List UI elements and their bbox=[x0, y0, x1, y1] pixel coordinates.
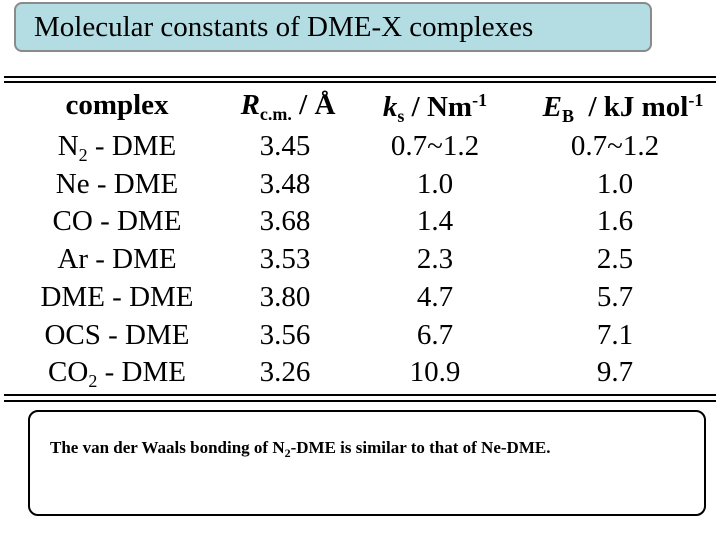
row-r-value: 3.53 bbox=[259, 243, 311, 275]
complex-name-text: Ne - DME bbox=[55, 168, 179, 200]
complex-name-text: DME - DME bbox=[40, 281, 194, 313]
row-ks-value: 4.7 bbox=[416, 281, 454, 313]
table-bottom-rule bbox=[4, 400, 716, 402]
complex-name-suffix: - DME bbox=[87, 130, 177, 162]
row-eb-value: 9.7 bbox=[596, 356, 634, 388]
eb-unit: / kJ mol bbox=[573, 91, 689, 123]
ks-subscript: s bbox=[397, 106, 405, 126]
r-symbol: R bbox=[240, 89, 260, 121]
row-ks-value: 2.3 bbox=[416, 243, 454, 275]
header-eb: EB / kJ mol-1 bbox=[528, 91, 718, 125]
note-text: The van der Waals bonding of N2-DME is s… bbox=[50, 438, 550, 461]
complex-name-suffix: - DME bbox=[97, 356, 186, 388]
row-eb-value: 0.7~1.2 bbox=[570, 130, 660, 162]
note-pre: The van der Waals bonding of N bbox=[50, 438, 285, 457]
complex-name-subscript: 2 bbox=[88, 371, 98, 391]
row-r-value: 3.48 bbox=[259, 168, 311, 200]
complex-name-text: CO bbox=[48, 356, 89, 388]
row-complex-name: Ar - DME bbox=[22, 245, 212, 274]
complex-name-text: N bbox=[57, 130, 79, 162]
table-top-rule-inner bbox=[4, 81, 716, 83]
header-r-cm: Rc.m. / Å bbox=[228, 89, 348, 124]
row-r-value: 3.26 bbox=[259, 356, 311, 388]
row-eb-value: 2.5 bbox=[596, 243, 634, 275]
row-ks-value: 10.9 bbox=[409, 356, 461, 388]
row-r-value: 3.56 bbox=[259, 319, 311, 351]
eb-exponent: -1 bbox=[688, 90, 704, 110]
row-r-value: 3.68 bbox=[259, 205, 311, 237]
note-subscript: 2 bbox=[284, 446, 291, 460]
row-complex-name: N2 - DME bbox=[22, 130, 212, 165]
header-ks: ks / Nm-1 bbox=[370, 91, 500, 125]
row-eb-value: 7.1 bbox=[596, 319, 634, 351]
complex-name-text: OCS - DME bbox=[44, 319, 190, 351]
row-complex-name: CO2 - DME bbox=[22, 356, 212, 391]
row-eb-value: 5.7 bbox=[596, 281, 634, 313]
complex-name-text: Ar - DME bbox=[57, 243, 177, 275]
complex-name-subscript: 2 bbox=[78, 145, 88, 165]
row-ks-value: 1.0 bbox=[416, 168, 454, 200]
header-complex: complex bbox=[65, 89, 169, 121]
row-complex-name: CO - DME bbox=[22, 207, 212, 236]
ks-exponent: -1 bbox=[472, 90, 488, 110]
ks-symbol: k bbox=[382, 91, 398, 123]
table-top-rule bbox=[4, 76, 716, 78]
row-complex-name: DME - DME bbox=[22, 283, 212, 312]
r-unit: / Å bbox=[291, 89, 336, 121]
row-complex-name: Ne - DME bbox=[22, 170, 212, 199]
row-eb-value: 1.6 bbox=[596, 205, 634, 237]
note-post: -DME is similar to that of Ne-DME. bbox=[290, 438, 551, 457]
row-r-value: 3.45 bbox=[259, 130, 311, 162]
row-r-value: 3.80 bbox=[259, 281, 311, 313]
row-ks-value: 6.7 bbox=[416, 319, 454, 351]
row-eb-value: 1.0 bbox=[596, 168, 634, 200]
row-ks-value: 0.7~1.2 bbox=[390, 130, 480, 162]
ks-unit: / Nm bbox=[404, 91, 473, 123]
eb-symbol: E bbox=[542, 91, 562, 123]
table-bottom-rule-inner bbox=[4, 394, 716, 396]
title-box: Molecular constants of DME-X complexes bbox=[14, 2, 652, 52]
complex-name-text: CO - DME bbox=[52, 205, 182, 237]
slide-title: Molecular constants of DME-X complexes bbox=[34, 11, 534, 43]
note-box: The van der Waals bonding of N2-DME is s… bbox=[28, 410, 706, 516]
row-complex-name: OCS - DME bbox=[22, 321, 212, 350]
r-subscript: c.m. bbox=[259, 104, 292, 124]
row-ks-value: 1.4 bbox=[416, 205, 454, 237]
eb-subscript: B bbox=[561, 106, 574, 126]
